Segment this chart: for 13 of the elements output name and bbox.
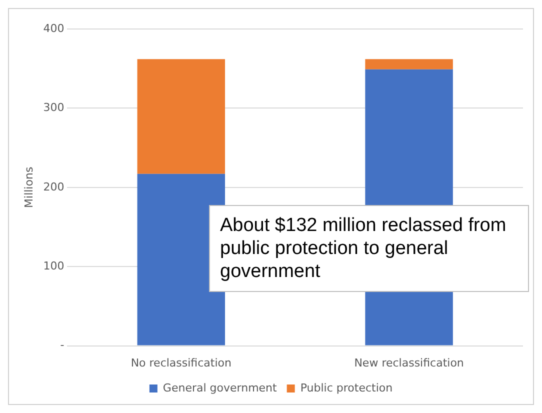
y-tick-label: 100: [43, 259, 64, 272]
x-tick-label: New reclassification: [354, 356, 464, 370]
y-tick-label: 400: [43, 22, 64, 35]
y-tick-label: -: [60, 338, 64, 352]
bar: [365, 59, 453, 70]
bar: [137, 59, 226, 174]
legend-label: General government: [162, 381, 278, 394]
y-tick-label: 200: [43, 180, 64, 194]
y-axis-title: Millions: [22, 166, 36, 208]
y-tick-label: 300: [43, 101, 64, 114]
legend-label: Public protection: [300, 381, 393, 394]
x-tick-label: No reclassification: [130, 356, 232, 370]
annotation: About $132 million reclassed from public protection to general government: [209, 205, 529, 292]
